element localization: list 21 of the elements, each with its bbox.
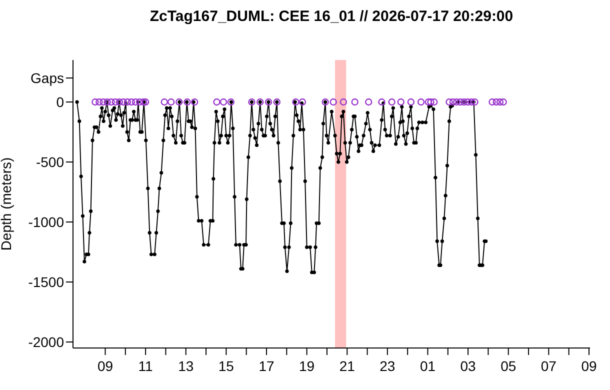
y-tick-label: 0 <box>56 94 64 110</box>
chart-title: ZcTag167_DUML: CEE 16_01 // 2026-07-17 20:29:00 <box>148 8 514 25</box>
x-tick-label: 21 <box>339 358 356 374</box>
y-tick-label: Gaps <box>30 70 64 86</box>
y-tick-label: -1000 <box>28 214 64 230</box>
x-tick-label: 13 <box>178 358 194 374</box>
y-axis-title: Depth (meters) <box>0 157 14 251</box>
x-tick-label: 09 <box>97 358 114 374</box>
y-tick-label: -2000 <box>28 334 64 350</box>
y-tick-label: -500 <box>36 154 64 170</box>
x-tick-label: 09 <box>581 358 597 374</box>
x-tick-label: 17 <box>258 358 274 374</box>
x-tick-label: 01 <box>420 358 436 374</box>
x-tick-label: 05 <box>500 358 516 374</box>
x-tick-label: 07 <box>540 358 557 374</box>
x-tick-label: 11 <box>138 358 154 374</box>
x-tick-label: 03 <box>460 358 476 374</box>
x-tick-label: 19 <box>299 358 315 374</box>
x-tick-label: 23 <box>380 358 396 374</box>
y-tick-label: -1500 <box>28 274 64 290</box>
x-tick-label: 15 <box>218 358 234 374</box>
